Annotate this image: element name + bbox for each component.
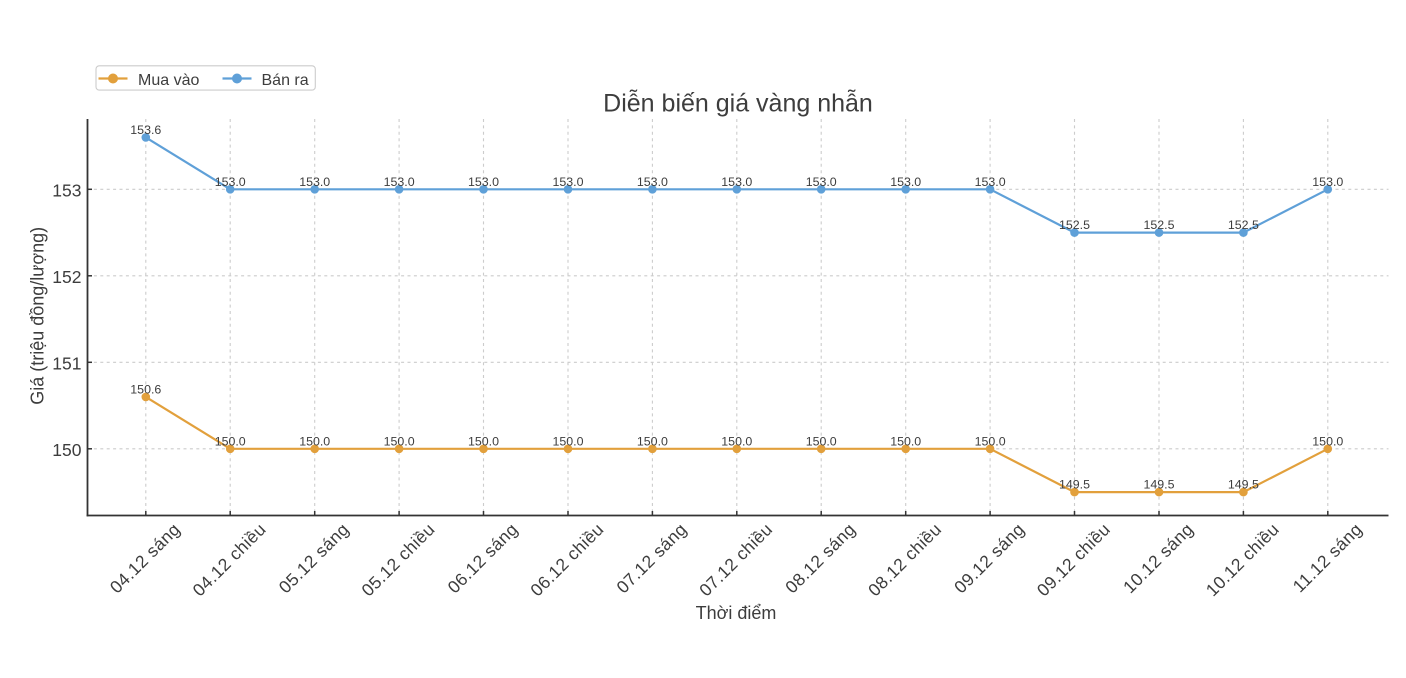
- svg-text:150.0: 150.0: [215, 434, 246, 448]
- svg-text:153.0: 153.0: [637, 175, 668, 189]
- svg-text:Mua vào: Mua vào: [138, 72, 199, 89]
- svg-text:149.5: 149.5: [1143, 478, 1174, 492]
- svg-text:151: 151: [52, 354, 81, 374]
- svg-text:150.0: 150.0: [975, 434, 1006, 448]
- svg-text:149.5: 149.5: [1059, 478, 1090, 492]
- svg-text:153.0: 153.0: [975, 175, 1006, 189]
- svg-text:150.0: 150.0: [890, 434, 921, 448]
- svg-text:Giá (triệu đồng/lượng): Giá (triệu đồng/lượng): [28, 227, 48, 405]
- svg-text:153.0: 153.0: [1312, 175, 1343, 189]
- svg-text:150.0: 150.0: [721, 434, 752, 448]
- svg-text:150: 150: [52, 440, 81, 460]
- svg-text:150.0: 150.0: [1312, 434, 1343, 448]
- svg-text:Diễn biến giá vàng nhẫn: Diễn biến giá vàng nhẫn: [603, 89, 873, 118]
- svg-text:152.5: 152.5: [1228, 218, 1259, 232]
- svg-text:150.0: 150.0: [806, 434, 837, 448]
- svg-text:153.0: 153.0: [384, 175, 415, 189]
- svg-text:150.6: 150.6: [130, 383, 161, 397]
- svg-text:150.0: 150.0: [299, 434, 330, 448]
- svg-text:150.0: 150.0: [468, 434, 499, 448]
- svg-text:149.5: 149.5: [1228, 478, 1259, 492]
- svg-text:150.0: 150.0: [637, 434, 668, 448]
- svg-text:150.0: 150.0: [552, 434, 583, 448]
- svg-text:153.0: 153.0: [890, 175, 921, 189]
- svg-text:153.0: 153.0: [806, 175, 837, 189]
- svg-text:153.6: 153.6: [130, 123, 161, 137]
- svg-text:153.0: 153.0: [215, 175, 246, 189]
- svg-text:Thời điểm: Thời điểm: [696, 603, 777, 623]
- svg-text:152.5: 152.5: [1143, 218, 1174, 232]
- svg-text:153.0: 153.0: [552, 175, 583, 189]
- svg-text:153.0: 153.0: [721, 175, 752, 189]
- svg-text:150.0: 150.0: [384, 434, 415, 448]
- svg-text:153.0: 153.0: [468, 175, 499, 189]
- svg-text:152.5: 152.5: [1059, 218, 1090, 232]
- svg-text:Bán ra: Bán ra: [262, 72, 309, 89]
- svg-text:153: 153: [52, 181, 81, 201]
- svg-text:153.0: 153.0: [299, 175, 330, 189]
- svg-text:152: 152: [52, 267, 81, 287]
